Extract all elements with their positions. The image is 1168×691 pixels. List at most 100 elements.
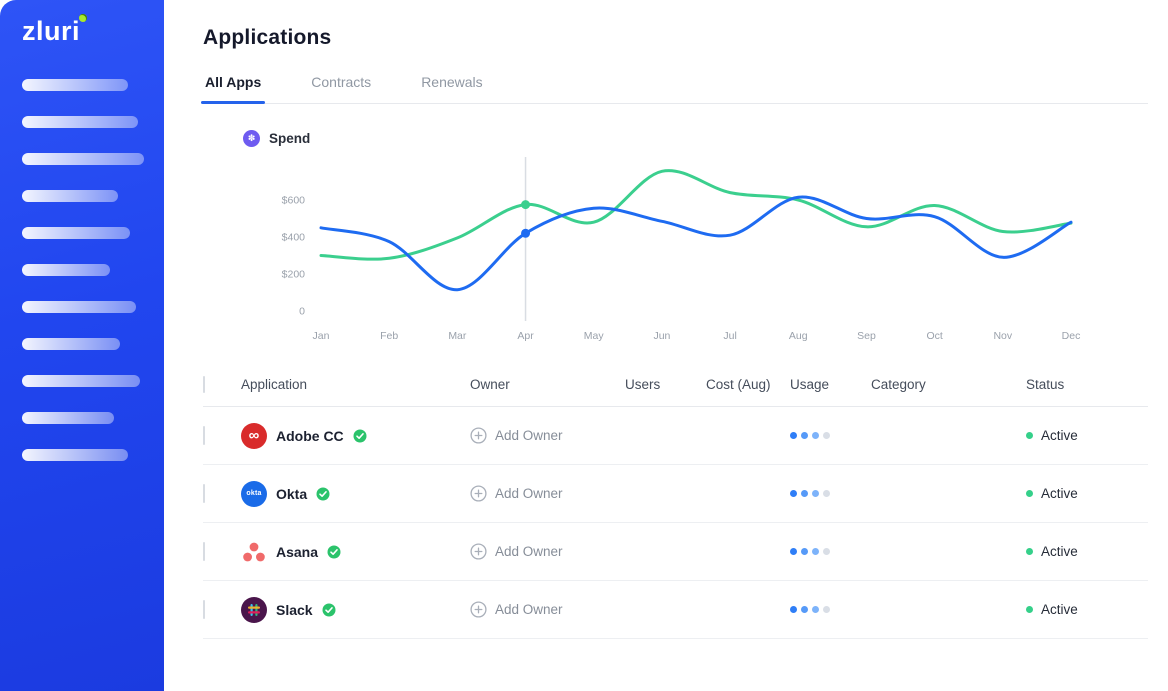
zluri-logo-dot-icon xyxy=(79,14,88,22)
status-badge: Active xyxy=(1026,428,1148,443)
status-label: Active xyxy=(1041,428,1078,443)
status-label: Active xyxy=(1041,602,1078,617)
status-dot-icon xyxy=(1026,490,1033,497)
tab-bar: All Apps Contracts Renewals xyxy=(200,74,1148,104)
app-name: Adobe CC xyxy=(276,427,344,444)
verified-badge-icon xyxy=(353,429,367,442)
zluri-logo-text: zluri xyxy=(22,16,81,46)
add-owner-label: Add Owner xyxy=(495,602,563,617)
asana-icon xyxy=(241,539,267,565)
table-row[interactable]: Slack Add Owner xyxy=(203,581,1148,639)
svg-text:Oct: Oct xyxy=(926,330,942,342)
spend-legend-label: Spend xyxy=(269,131,311,146)
spend-line-chart[interactable]: $600 $400 $200 0 Jan Feb Mar Apr May Jun Jul Aug Sep… xyxy=(243,151,1113,351)
add-owner-button[interactable]: Add Owner xyxy=(470,601,625,618)
plus-circle-icon xyxy=(470,427,487,444)
sidebar-skeleton-item xyxy=(22,153,144,165)
add-owner-button[interactable]: Add Owner xyxy=(470,427,625,444)
slack-icon xyxy=(241,596,267,623)
col-usage: Usage xyxy=(790,377,830,392)
svg-text:May: May xyxy=(584,330,605,342)
spend-legend: ✽ Spend xyxy=(243,130,1148,147)
svg-text:$600: $600 xyxy=(282,195,306,207)
status-label: Active xyxy=(1041,486,1078,501)
table-row[interactable]: ∞ Adobe CC Add Owner xyxy=(203,407,1148,465)
col-owner: Owner xyxy=(470,377,510,392)
row-checkbox[interactable] xyxy=(203,425,205,445)
sidebar-skeleton-item xyxy=(22,116,138,128)
col-category: Category xyxy=(871,377,926,392)
col-users: Users xyxy=(625,377,661,392)
spend-chart-section: ✽ Spend $600 $400 $200 0 Jan Feb Mar Apr May Jun J… xyxy=(203,104,1148,351)
row-checkbox[interactable] xyxy=(203,541,205,561)
sidebar-skeleton-item xyxy=(22,190,118,202)
table-header-row: Application Owner Users Cost (Aug) Usage… xyxy=(203,363,1148,407)
col-cost: Cost (Aug) xyxy=(706,377,771,392)
usage-indicator xyxy=(790,432,871,439)
row-checkbox[interactable] xyxy=(203,599,205,619)
status-label: Active xyxy=(1041,544,1078,559)
app-name: Okta xyxy=(276,485,308,502)
svg-text:0: 0 xyxy=(299,306,305,318)
svg-text:Sep: Sep xyxy=(857,330,876,342)
svg-text:Nov: Nov xyxy=(993,330,1012,342)
svg-text:Apr: Apr xyxy=(517,330,534,342)
status-badge: Active xyxy=(1026,602,1148,617)
svg-text:$400: $400 xyxy=(282,232,306,244)
usage-indicator xyxy=(790,490,871,497)
usage-indicator xyxy=(790,548,871,555)
svg-text:Feb: Feb xyxy=(380,330,398,342)
page-title: Applications xyxy=(203,26,332,49)
usage-indicator xyxy=(790,606,871,613)
plus-circle-icon xyxy=(470,485,487,502)
sidebar-skeleton-item xyxy=(22,301,136,313)
add-owner-button[interactable]: Add Owner xyxy=(470,543,625,560)
add-owner-label: Add Owner xyxy=(495,428,563,443)
svg-text:Jun: Jun xyxy=(653,330,670,342)
table-row[interactable]: okta Okta Add Owner xyxy=(203,465,1148,523)
status-dot-icon xyxy=(1026,606,1033,613)
add-owner-label: Add Owner xyxy=(495,544,563,559)
svg-text:Mar: Mar xyxy=(448,330,467,342)
okta-icon: okta xyxy=(241,480,267,507)
app-name: Asana xyxy=(276,543,319,560)
verified-badge-icon xyxy=(327,545,341,558)
table-row[interactable]: Asana Add Owner xyxy=(203,523,1148,581)
app-name: Slack xyxy=(276,601,313,618)
add-owner-button[interactable]: Add Owner xyxy=(470,485,625,502)
sidebar-skeleton-item xyxy=(22,227,130,239)
tab-all-apps[interactable]: All Apps xyxy=(200,74,266,104)
adobe-cc-icon: ∞ xyxy=(241,422,267,449)
col-status: Status xyxy=(1026,377,1065,392)
sidebar-nav-skeleton xyxy=(0,79,164,461)
status-dot-icon xyxy=(1026,548,1033,555)
svg-text:Jul: Jul xyxy=(723,330,736,342)
svg-text:Dec: Dec xyxy=(1062,330,1081,342)
verified-badge-icon xyxy=(322,603,336,616)
sidebar-skeleton-item xyxy=(22,412,114,424)
plus-circle-icon xyxy=(470,543,487,560)
tab-contracts[interactable]: Contracts xyxy=(311,74,372,90)
sidebar-skeleton-item xyxy=(22,264,110,276)
zluri-logo: zluri xyxy=(0,0,88,47)
svg-text:Aug: Aug xyxy=(789,330,808,342)
verified-badge-icon xyxy=(316,487,330,500)
add-owner-label: Add Owner xyxy=(495,486,563,501)
row-checkbox[interactable] xyxy=(203,483,205,503)
sidebar: zluri xyxy=(0,0,164,691)
svg-text:$200: $200 xyxy=(282,269,306,281)
svg-text:Jan: Jan xyxy=(313,330,330,342)
select-all-checkbox[interactable] xyxy=(203,376,205,393)
spend-icon: ✽ xyxy=(243,130,260,147)
plus-circle-icon xyxy=(470,601,487,618)
col-application: Application xyxy=(241,377,308,392)
sidebar-skeleton-item xyxy=(22,79,128,91)
main-content: Applications All Apps Contracts Renewals… xyxy=(164,0,1168,691)
sidebar-skeleton-item xyxy=(22,338,120,350)
status-badge: Active xyxy=(1026,486,1148,501)
applications-table: Application Owner Users Cost (Aug) Usage… xyxy=(203,363,1148,639)
status-badge: Active xyxy=(1026,544,1148,559)
sidebar-skeleton-item xyxy=(22,449,128,461)
tab-renewals[interactable]: Renewals xyxy=(421,74,483,90)
